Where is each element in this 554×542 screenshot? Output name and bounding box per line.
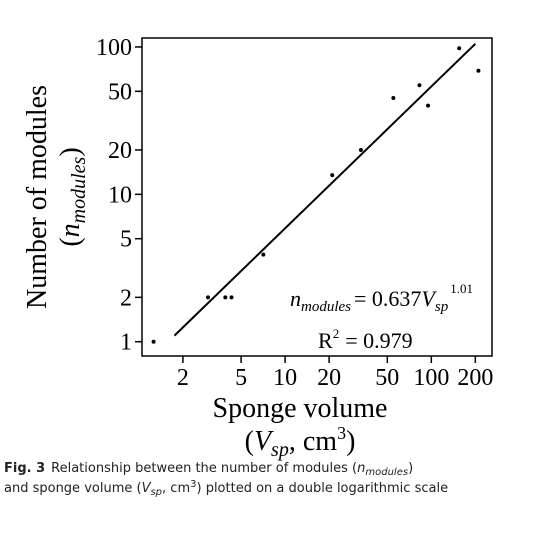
- y-tick-label: 20: [108, 138, 132, 164]
- point: [358, 147, 363, 152]
- point: [206, 295, 211, 300]
- point: [151, 339, 156, 344]
- point: [476, 68, 481, 73]
- caption-line-1: Fig. 3 Relationship between the number of…: [4, 461, 413, 478]
- fit-line: [173, 43, 477, 337]
- paren: ): [55, 147, 86, 156]
- caption-text: , cm: [162, 481, 190, 496]
- caption-sub: modules: [365, 467, 408, 478]
- y-axis-unit: (nmodules): [55, 147, 90, 246]
- caption-line-2: and sponge volume (Vsp, cm3) plotted on …: [4, 479, 448, 498]
- caption-text: ) plotted on a double logarithmic scale: [196, 481, 448, 496]
- point: [223, 295, 228, 300]
- caption-text: Relationship between the number of modul…: [51, 461, 357, 476]
- x-axis-unit: (Vsp, cm3): [245, 423, 356, 461]
- y-tick-label: 10: [108, 182, 132, 208]
- paren: ): [346, 426, 355, 457]
- eq-v: V: [421, 286, 437, 311]
- eq-exp: 1.01: [450, 281, 473, 296]
- x-tick-label: 50: [375, 365, 399, 391]
- eq-sub: modules: [301, 299, 351, 315]
- plot-frame: [141, 37, 493, 357]
- y-tick-label: 5: [120, 227, 132, 253]
- x-tick-label: 20: [317, 365, 341, 391]
- x-sub: sp: [271, 439, 289, 461]
- equation: nmodules = 0.637Vsp1.01: [290, 281, 473, 315]
- x-unit: , cm: [289, 426, 337, 457]
- caption-v: V: [142, 481, 152, 496]
- caption-text: and sponge volume (: [4, 481, 142, 496]
- y-tick-label: 1: [120, 330, 132, 356]
- caption-n: n: [357, 461, 365, 476]
- r2-label: R: [318, 328, 333, 353]
- x-tick-label: 10: [273, 365, 297, 391]
- x-tick-label: 100: [413, 365, 449, 391]
- x-sup: 3: [337, 423, 346, 443]
- r-squared: R2 = 0.979: [318, 326, 413, 353]
- point: [457, 46, 462, 51]
- eq-var: n: [290, 286, 301, 311]
- eq-v-sub: sp: [435, 299, 449, 315]
- x-tick-label: 5: [235, 365, 247, 391]
- y-var: n: [55, 223, 86, 237]
- point: [261, 252, 266, 257]
- caption-sup: 3: [190, 479, 196, 490]
- x-var: V: [254, 426, 274, 457]
- eq-rhs: = 0.637: [354, 286, 421, 311]
- point: [330, 173, 335, 178]
- caption-sub: sp: [150, 487, 162, 498]
- r2-sup: 2: [333, 326, 340, 341]
- y-tick-label: 100: [96, 35, 132, 61]
- paren: (: [55, 237, 86, 246]
- y-axis-title-group: Number of modules (nmodules): [22, 85, 90, 309]
- paren: (: [245, 426, 254, 457]
- x-tick-label: 200: [457, 365, 493, 391]
- caption-label: Fig. 3: [4, 461, 45, 476]
- y-tick-label: 50: [108, 79, 132, 105]
- x-tick-label: 2: [177, 365, 189, 391]
- y-axis-title: Number of modules: [22, 85, 53, 309]
- point: [417, 83, 422, 88]
- point: [229, 295, 234, 300]
- y-sub: modules: [68, 156, 90, 223]
- r2-value: = 0.979: [345, 328, 412, 353]
- x-axis-title: Sponge volume: [213, 393, 388, 424]
- y-tick-label: 2: [120, 285, 132, 311]
- point: [391, 96, 396, 101]
- point: [426, 103, 431, 108]
- caption-text: ): [408, 461, 413, 476]
